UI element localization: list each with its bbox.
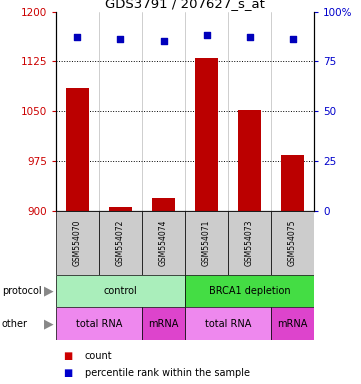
Text: ■: ■ — [63, 368, 73, 378]
Bar — [271, 211, 314, 275]
Bar — [281, 155, 304, 211]
Point — [118, 36, 123, 43]
Bar — [66, 88, 89, 211]
Bar — [185, 211, 228, 275]
Bar — [109, 207, 132, 211]
Bar — [271, 307, 314, 340]
Bar — [99, 211, 142, 275]
Bar — [56, 275, 185, 307]
Text: protocol: protocol — [2, 286, 42, 296]
Text: GSM554074: GSM554074 — [159, 220, 168, 266]
Text: total RNA: total RNA — [76, 318, 122, 329]
Text: ▶: ▶ — [44, 317, 53, 330]
Bar — [152, 198, 175, 211]
Bar — [56, 211, 99, 275]
Text: mRNA: mRNA — [148, 318, 179, 329]
Text: GSM554072: GSM554072 — [116, 220, 125, 266]
Text: GSM554071: GSM554071 — [202, 220, 211, 266]
Bar — [228, 211, 271, 275]
Text: total RNA: total RNA — [205, 318, 251, 329]
Bar — [56, 307, 142, 340]
Title: GDS3791 / 207627_s_at: GDS3791 / 207627_s_at — [105, 0, 265, 10]
Text: ■: ■ — [63, 351, 73, 361]
Bar — [185, 275, 314, 307]
Point — [290, 36, 295, 43]
Text: GSM554070: GSM554070 — [73, 220, 82, 266]
Bar — [185, 307, 271, 340]
Text: GSM554073: GSM554073 — [245, 220, 254, 266]
Text: control: control — [104, 286, 137, 296]
Point — [161, 38, 166, 45]
Text: GSM554075: GSM554075 — [288, 220, 297, 266]
Point — [204, 32, 209, 38]
Text: percentile rank within the sample: percentile rank within the sample — [85, 368, 250, 378]
Bar — [142, 211, 185, 275]
Text: BRCA1 depletion: BRCA1 depletion — [209, 286, 290, 296]
Text: other: other — [2, 318, 28, 329]
Bar — [195, 58, 218, 211]
Text: ▶: ▶ — [44, 285, 53, 297]
Point — [75, 35, 81, 41]
Bar — [238, 110, 261, 211]
Text: count: count — [85, 351, 113, 361]
Text: mRNA: mRNA — [277, 318, 308, 329]
Point — [247, 35, 252, 41]
Bar — [142, 307, 185, 340]
